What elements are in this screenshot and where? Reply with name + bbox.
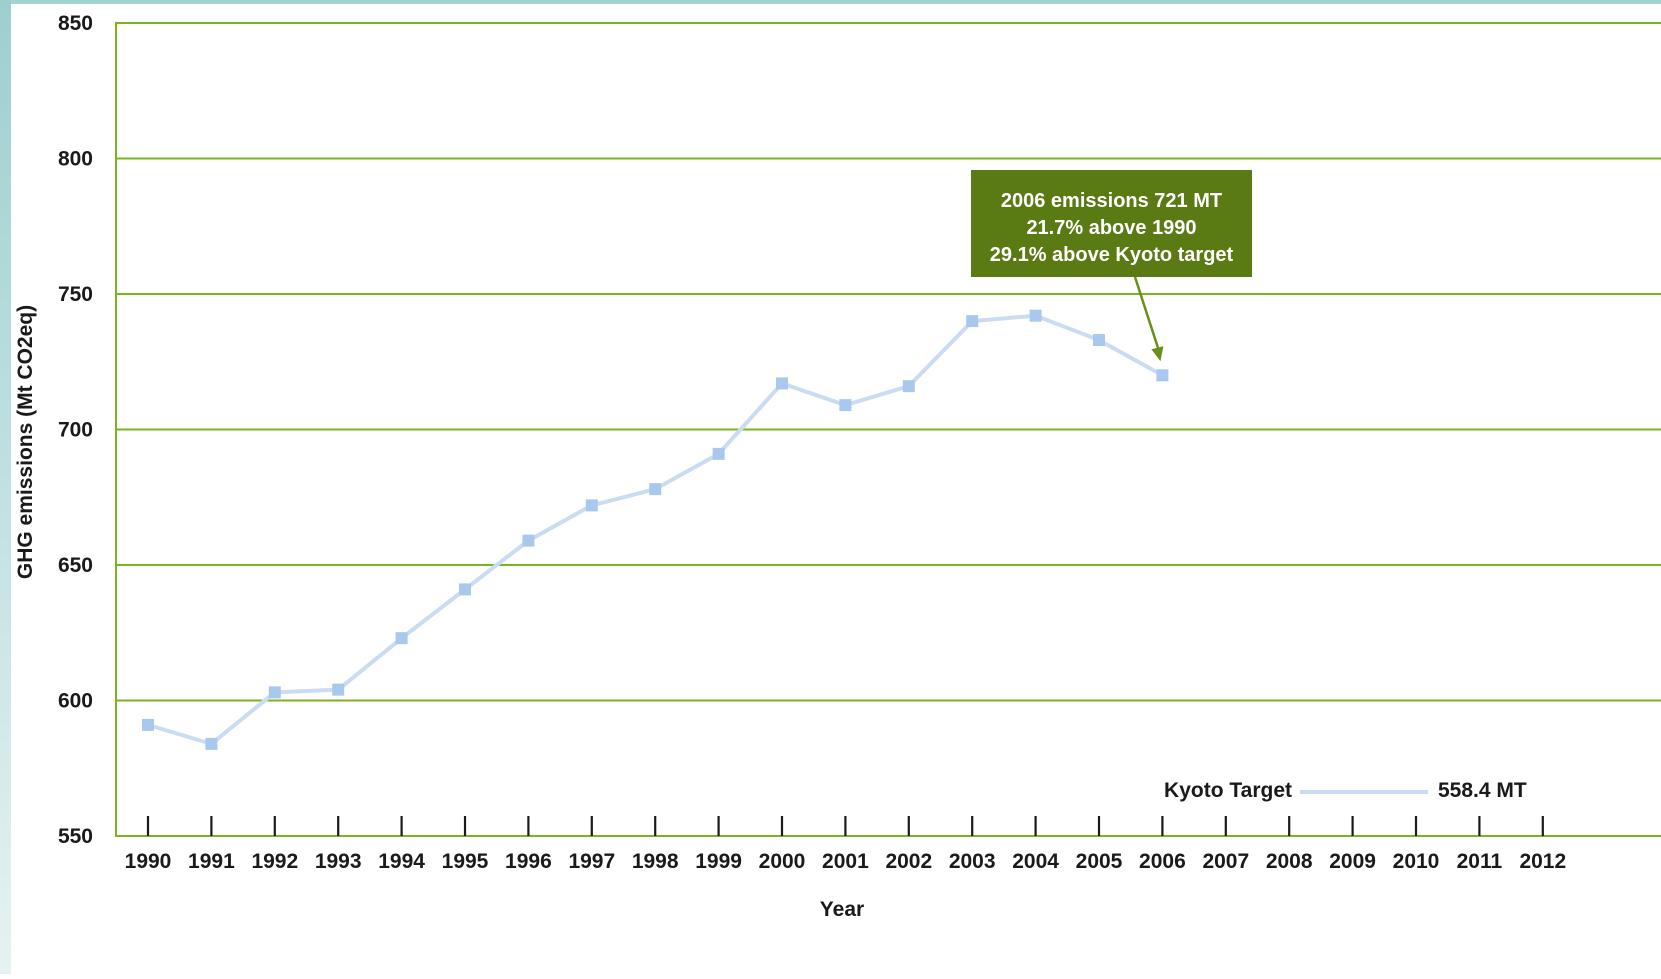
y-tick-label: 750 xyxy=(58,283,93,306)
x-tick-label: 2012 xyxy=(1519,850,1566,873)
annotation-line: 21.7% above 1990 xyxy=(1026,217,1196,239)
axes xyxy=(115,22,1661,837)
x-tick-label: 1997 xyxy=(568,850,615,873)
y-tick-label: 850 xyxy=(58,12,93,35)
data-point-marker xyxy=(712,447,725,460)
data-point-marker xyxy=(268,686,281,699)
data-point-marker xyxy=(1093,334,1105,347)
y-tick-label: 650 xyxy=(58,554,93,577)
tick-labels: 550 600 650 700 750 800 850 1990 1991 1992 1993 199… xyxy=(14,12,1566,921)
gridlines xyxy=(116,22,1661,702)
x-tick-label: 2002 xyxy=(885,850,932,873)
data-point-marker xyxy=(522,534,535,547)
x-tick-label: 2003 xyxy=(949,850,996,873)
series-emissions xyxy=(142,309,1169,750)
annotation-arrow-head xyxy=(1151,346,1164,362)
x-tick-label: 2011 xyxy=(1457,850,1503,873)
top-decor-band xyxy=(0,0,1661,4)
x-tick-label: 2008 xyxy=(1266,850,1313,873)
annotation-arrow-shaft xyxy=(1133,276,1162,356)
y-axis-title: GHG emissions (Mt CO2eq) xyxy=(14,305,37,579)
annotation-group: 2006 emissions 721 MT 21.7% above 1990 29.… xyxy=(971,170,1527,802)
data-point-marker xyxy=(332,683,345,696)
x-tick-label: 1991 xyxy=(188,850,235,873)
data-point-marker xyxy=(395,632,408,645)
x-tick-label: 2007 xyxy=(1202,850,1249,873)
kyoto-target-label: Kyoto Target xyxy=(1164,779,1292,802)
series-line xyxy=(147,313,1164,746)
x-tick-label: 1992 xyxy=(251,850,298,873)
data-point-marker xyxy=(839,399,852,412)
annotation-line: 2006 emissions 721 MT xyxy=(1001,190,1222,212)
left-decor-band xyxy=(0,0,11,974)
x-tick-label: 1990 xyxy=(125,850,172,873)
x-tick-label: 1996 xyxy=(505,850,552,873)
x-tick-label: 2005 xyxy=(1076,850,1123,873)
data-point-marker xyxy=(649,483,662,496)
data-point-marker xyxy=(585,499,598,512)
data-point-marker xyxy=(902,380,915,393)
data-point-marker xyxy=(459,583,471,596)
x-tick-label: 1998 xyxy=(632,850,679,873)
y-tick-label: 600 xyxy=(58,690,93,713)
x-tick-label: 1999 xyxy=(695,850,742,873)
x-tick-label: 2009 xyxy=(1329,850,1376,873)
kyoto-target-value: 558.4 MT xyxy=(1438,779,1527,802)
x-tick-label: 2006 xyxy=(1139,850,1186,873)
annotation-box xyxy=(971,170,1252,277)
data-point-marker xyxy=(1029,309,1042,322)
data-point-marker xyxy=(205,737,218,750)
data-point-marker xyxy=(966,315,979,328)
x-axis-title: Year xyxy=(820,898,864,921)
data-point-marker xyxy=(142,718,154,731)
x-tick-label: 2004 xyxy=(1012,850,1059,873)
y-tick-label: 800 xyxy=(58,148,93,171)
x-tick-label: 1993 xyxy=(315,850,362,873)
x-tick-label: 1995 xyxy=(442,850,489,873)
y-tick-label: 700 xyxy=(58,419,93,442)
data-point-marker xyxy=(1156,369,1169,382)
x-tick-label: 2010 xyxy=(1393,850,1440,873)
x-tick-label: 2000 xyxy=(759,850,806,873)
x-tick-label: 2001 xyxy=(822,850,869,873)
data-point-marker xyxy=(776,377,788,390)
x-tick-label: 1994 xyxy=(378,850,425,873)
y-tick-label: 550 xyxy=(58,825,93,848)
annotation-line: 29.1% above Kyoto target xyxy=(990,244,1234,266)
